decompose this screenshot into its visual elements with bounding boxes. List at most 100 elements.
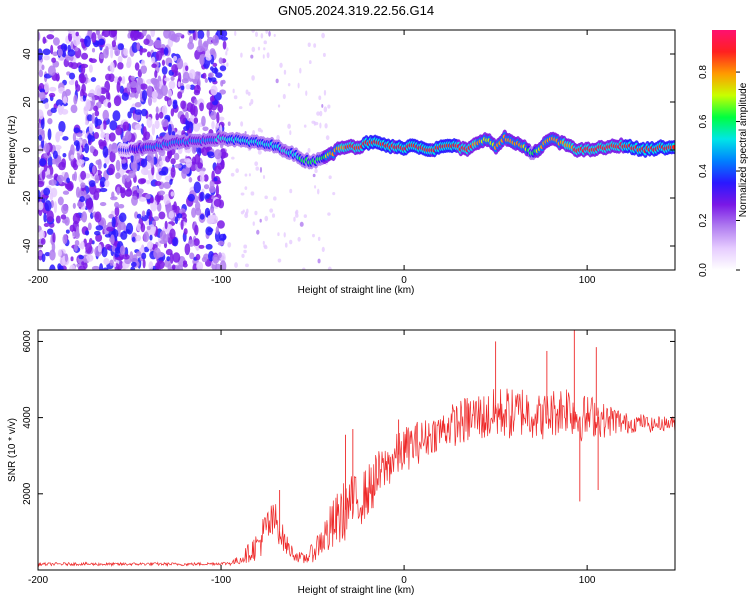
heatmap-cell: [70, 256, 74, 262]
heatmap-cell: [299, 67, 302, 74]
heatmap-cell: [116, 186, 121, 196]
heatmap-cell: [78, 243, 83, 249]
heatmap-cell: [114, 201, 120, 208]
heatmap-cell: [95, 118, 103, 126]
heatmap-cell: [121, 75, 126, 85]
heatmap-cell: [252, 221, 255, 226]
heatmap-cell: [196, 45, 204, 53]
heatmap-cell: [123, 48, 129, 56]
heatmap-cell: [293, 216, 296, 222]
heatmap-cell: [257, 46, 261, 51]
heatmap-cell: [76, 201, 85, 208]
heatmap-cell: [235, 168, 239, 174]
heatmap-cell: [48, 179, 57, 186]
heatmap-cell: [188, 30, 195, 34]
heatmap-cell: [260, 129, 263, 133]
heatmap-cell: [225, 51, 228, 56]
heatmap-cell: [46, 210, 54, 223]
heatmap-cell: [324, 123, 328, 129]
heatmap-cell: [671, 144, 675, 150]
heatmap-cell: [41, 197, 46, 204]
heatmap-cell: [169, 228, 176, 240]
heatmap-cell: [87, 92, 95, 97]
heatmap-cell: [254, 210, 258, 216]
heatmap-cell: [194, 49, 201, 60]
heatmap-cell: [79, 196, 85, 203]
heatmap-cell: [111, 191, 115, 199]
colorbar-tick-label: 0.6: [698, 114, 709, 128]
heatmap-cell: [101, 246, 108, 258]
heatmap-cell: [305, 90, 308, 96]
heatmap-cell: [265, 30, 269, 34]
heatmap-cell: [171, 264, 176, 270]
heatmap-cell: [295, 209, 299, 215]
heatmap-cell: [57, 249, 62, 257]
heatmap-cell: [199, 191, 205, 202]
heatmap-cell: [252, 129, 256, 136]
heatmap-cell: [206, 102, 213, 111]
heatmap-cell: [138, 196, 147, 202]
snr-y-axis-label: SNR (10 * v/v): [7, 418, 18, 482]
heatmap-cell: [170, 108, 175, 117]
heatmap-cell: [72, 202, 76, 209]
heatmap-cell: [56, 130, 64, 137]
heatmap-cell: [264, 195, 268, 200]
heatmap-cell: [98, 139, 104, 147]
heatmap-cell: [142, 137, 147, 142]
heatmap-cell: [78, 255, 84, 260]
heatmap-cell: [68, 31, 73, 42]
heatmap-cell: [119, 245, 126, 256]
heatmap-cell: [168, 210, 175, 219]
heatmap-cell: [47, 118, 53, 125]
heatmap-cell: [215, 184, 219, 197]
y-tick-label: 20: [22, 96, 33, 108]
heatmap-cell: [125, 130, 132, 142]
heatmap-cell: [134, 109, 142, 115]
heatmap-cell: [99, 201, 107, 207]
heatmap-cell: [242, 209, 245, 213]
heatmap-cell: [187, 239, 195, 247]
heatmap-cell: [146, 225, 151, 231]
heatmap-cell: [93, 132, 100, 140]
heatmap-cell: [81, 261, 85, 266]
snr-panel: -200 -100 0 100 2000 4000 6000 Height of stra…: [7, 329, 676, 596]
heatmap-cell: [64, 216, 70, 226]
heatmap-cell: [127, 111, 132, 119]
x-tick-label: -100: [211, 275, 231, 286]
heatmap-cell: [203, 184, 210, 190]
heatmap-cell: [78, 265, 86, 270]
heatmap-cell: [64, 253, 69, 263]
heatmap-cell: [289, 130, 292, 136]
heatmap-cell: [199, 54, 205, 66]
heatmap-cell: [277, 104, 281, 108]
heatmap-cell: [94, 230, 101, 236]
heatmap-cell: [82, 95, 87, 102]
heatmap-cell: [91, 95, 96, 107]
heatmap-cell: [232, 88, 235, 94]
heatmap-cell: [180, 100, 186, 110]
heatmap-cell: [93, 105, 99, 112]
heatmap-cell: [174, 216, 179, 225]
x-tick-label: 100: [579, 275, 596, 286]
heatmap-cell: [65, 56, 71, 61]
heatmap-cell: [108, 73, 115, 83]
heatmap-cell: [73, 94, 78, 105]
heatmap-cell: [244, 131, 247, 135]
heatmap-cell: [287, 123, 291, 129]
y-tick-label: 4000: [22, 406, 33, 429]
heatmap-cell: [99, 263, 104, 270]
heatmap-cell: [139, 48, 148, 53]
heatmap-cell: [88, 64, 93, 73]
heatmap-cell: [289, 188, 293, 194]
heatmap-cell: [240, 52, 243, 58]
heatmap-cell: [110, 234, 115, 245]
heatmap-cell: [219, 148, 227, 160]
heatmap-cell: [146, 211, 151, 216]
y-tick-label: -20: [22, 190, 33, 205]
heatmap-cell: [150, 196, 154, 204]
heatmap-cell: [80, 182, 86, 189]
heatmap-cell: [273, 196, 277, 201]
heatmap-cell: [57, 48, 63, 57]
heatmap-cell: [130, 80, 138, 88]
heatmap-cell: [219, 65, 227, 72]
